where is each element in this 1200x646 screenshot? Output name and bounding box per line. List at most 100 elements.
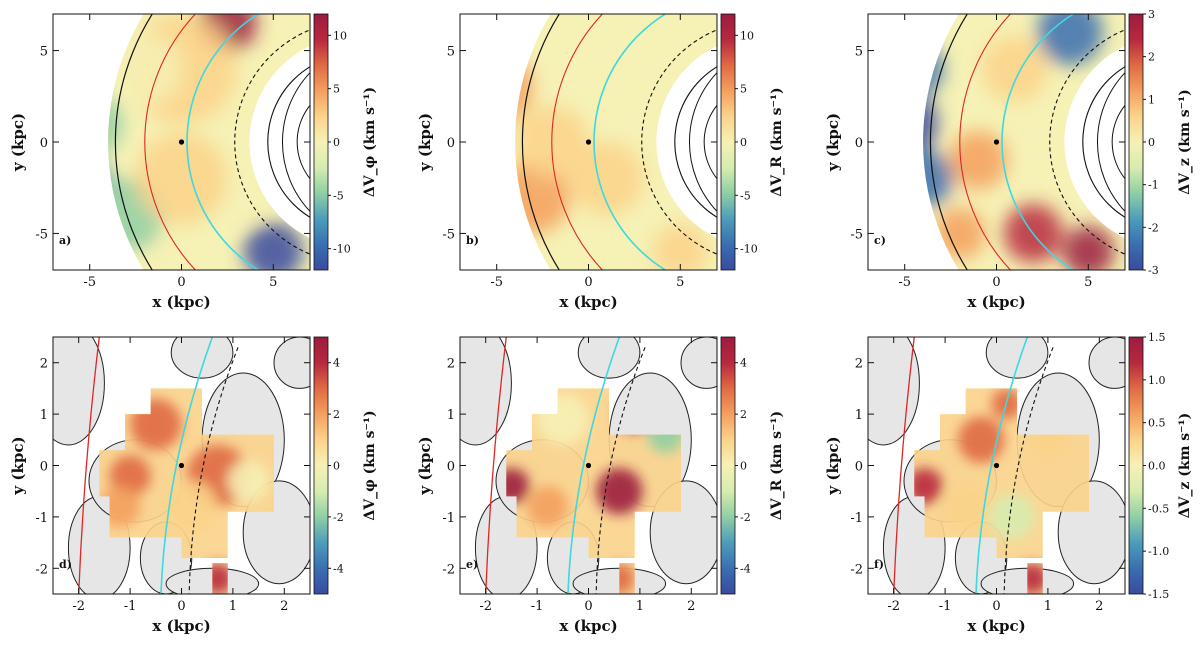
plot-area xyxy=(923,14,1125,270)
x-tick-label: -1 xyxy=(939,599,952,614)
colorbar-tick-label: 0 xyxy=(740,136,747,149)
spiral-arm-arc xyxy=(959,14,1012,270)
chart-panel-d: -2 -1 0 1 2 -2 -1 0 1 2 x (kpc) y (kpc) d) 4 2 0 -2 -4 ΔV_… xyxy=(9,336,378,635)
heatmap-blob xyxy=(542,22,635,115)
colorbar-tick-label: 2 xyxy=(1148,51,1155,64)
y-tick-label: -1 xyxy=(850,511,863,526)
colorbar-tick-label: -2 xyxy=(333,511,344,524)
sun-marker xyxy=(993,139,1000,145)
heatmap-blob xyxy=(130,398,182,451)
heatmap-blob xyxy=(108,90,123,157)
colorbar-tick-label: 1.0 xyxy=(1148,374,1166,387)
colorbar-label: ΔV_φ (km s⁻¹) xyxy=(362,87,378,197)
x-tick-label: 2 xyxy=(280,599,288,614)
spiral-arm-arc xyxy=(1082,66,1125,218)
x-tick-label: -2 xyxy=(887,599,900,614)
chart-panel-c: -5 0 5 -5 0 5 x (kpc) y (kpc) c) 3 2 1 0 -1 -2 -3 ΔV_z (… xyxy=(824,8,1193,311)
heatmap-blobs xyxy=(108,14,303,270)
x-axis-label: x (kpc) xyxy=(152,617,210,635)
x-axis-label: x (kpc) xyxy=(152,293,210,311)
y-tick-label: 2 xyxy=(855,357,863,372)
x-tick-label: 5 xyxy=(269,275,277,290)
heatmap-blob xyxy=(923,90,938,157)
heatmap-blob xyxy=(99,486,141,528)
red-arm-arc xyxy=(78,337,100,594)
x-tick-label: 0 xyxy=(584,275,592,290)
colorbar xyxy=(1128,13,1144,271)
panel-label: d) xyxy=(59,558,72,571)
x-axis-label: x (kpc) xyxy=(559,617,617,635)
colorbar-tick-label: -3 xyxy=(1148,264,1159,277)
heatmap-map xyxy=(923,14,1125,270)
colorbar-tick-label: 0 xyxy=(1148,136,1155,149)
heatmap-blob xyxy=(988,493,1036,541)
heatmap-map xyxy=(108,14,310,270)
contour-region xyxy=(460,337,512,446)
colorbar-tick-label: 0 xyxy=(333,136,340,149)
colorbar-tick-label: -1.0 xyxy=(1148,545,1169,558)
contour-region xyxy=(273,337,310,389)
heatmap-blob xyxy=(1036,14,1103,66)
colorbar-tick-label: -4 xyxy=(333,562,344,575)
heatmap-blob xyxy=(923,149,953,208)
chart-panel-f: -2 -1 0 1 2 -2 -1 0 1 2 x (kpc) y (kpc) f) 1.5 1.0 0.5 0… xyxy=(824,331,1193,635)
colorbar-tick-label: 4 xyxy=(740,357,747,370)
chart-panel-b: -5 0 5 -5 0 5 x (kpc) y (kpc) b) 10 5 0 -5 -10 ΔV_R (k… xyxy=(416,13,785,311)
spiral-arm-arc xyxy=(521,14,561,270)
colorbar-label: ΔV_R (km s⁻¹) xyxy=(769,411,785,520)
x-axis-label: x (kpc) xyxy=(967,293,1025,311)
x-tick-label: 1 xyxy=(229,599,237,614)
heatmap-blob xyxy=(166,480,218,533)
colorbar-tick-label: 0.0 xyxy=(1148,460,1166,473)
colorbar xyxy=(1128,336,1144,595)
x-tick-label: -2 xyxy=(479,599,492,614)
x-axis-label: x (kpc) xyxy=(559,293,617,311)
plot-area xyxy=(108,14,310,270)
colorbar-tick-label: 3 xyxy=(1148,8,1155,21)
y-tick-label: 5 xyxy=(447,45,455,60)
y-tick-label: -5 xyxy=(442,227,455,242)
red-arm-arc xyxy=(893,337,915,594)
colorbar-label: ΔV_z (km s⁻¹) xyxy=(1177,89,1193,195)
y-tick-label: 1 xyxy=(40,408,48,423)
heatmap-blobs xyxy=(914,388,1069,594)
colorbar-tick-label: -5 xyxy=(333,189,344,202)
x-tick-label: 2 xyxy=(1095,599,1103,614)
y-axis-label: y (kpc) xyxy=(9,113,27,172)
panel-label: a) xyxy=(59,234,71,247)
heatmap-blob xyxy=(243,222,303,270)
y-tick-label: 0 xyxy=(855,136,863,151)
colorbar-tick-label: -1.5 xyxy=(1148,588,1169,601)
spiral-arm-arc xyxy=(296,104,310,180)
y-tick-label: -5 xyxy=(850,227,863,242)
sun-marker xyxy=(585,462,592,469)
y-tick-label: -2 xyxy=(850,562,863,577)
spiral-arm-arc xyxy=(1049,29,1125,255)
heatmap-blob xyxy=(934,207,986,260)
colorbar-tick-label: 5 xyxy=(740,83,747,96)
colorbar-tick-label: -4 xyxy=(740,562,751,575)
x-tick-label: -2 xyxy=(72,599,85,614)
colorbar-tick-label: 0.5 xyxy=(1148,417,1166,430)
heatmap-blob xyxy=(135,132,228,225)
x-tick-label: 5 xyxy=(676,275,684,290)
y-tick-label: 2 xyxy=(447,357,455,372)
cyan-arm-arc xyxy=(975,337,1029,594)
chart-panel-a: -5 0 5 -5 0 5 x (kpc) y (kpc) a) 10 5 0 -5 -10 ΔV_φ (k… xyxy=(9,13,378,311)
colorbar xyxy=(720,336,736,595)
y-tick-label: -1 xyxy=(442,511,455,526)
x-tick-label: 1 xyxy=(1044,599,1052,614)
y-tick-label: 0 xyxy=(447,460,455,475)
contour-region xyxy=(170,337,234,379)
spiral-arm-arc xyxy=(1111,104,1125,180)
sun-marker xyxy=(585,139,592,145)
x-tick-label: -5 xyxy=(83,275,96,290)
heatmap-blob xyxy=(914,468,943,505)
spiral-arm-arc xyxy=(703,104,717,180)
heatmap-blob xyxy=(634,59,690,115)
y-axis-label: y (kpc) xyxy=(824,113,842,172)
y-axis-label: y (kpc) xyxy=(416,113,434,172)
x-tick-label: 0 xyxy=(992,275,1000,290)
x-tick-label: 0 xyxy=(177,275,185,290)
